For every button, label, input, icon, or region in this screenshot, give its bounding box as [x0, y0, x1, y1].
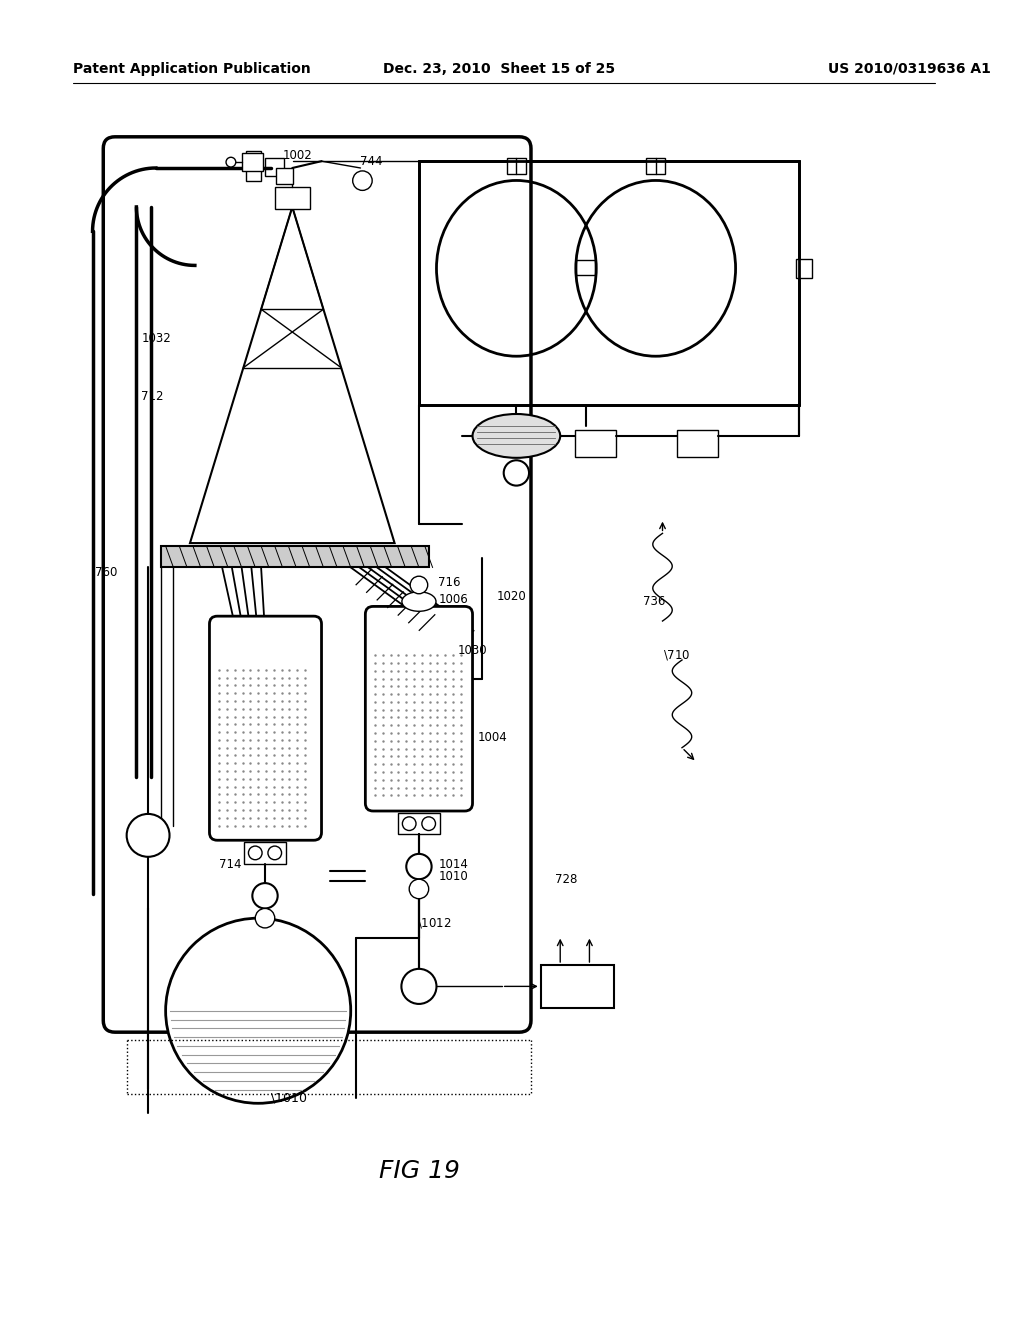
Bar — [646, 158, 666, 174]
Bar — [244, 842, 287, 863]
Text: Patent Application Publication: Patent Application Publication — [73, 62, 311, 75]
Circle shape — [402, 817, 416, 830]
Bar — [265, 158, 285, 176]
Bar — [246, 152, 261, 181]
Text: 1014: 1014 — [438, 858, 468, 871]
Bar — [575, 260, 595, 275]
Text: 714: 714 — [219, 858, 242, 871]
Ellipse shape — [472, 414, 560, 458]
Text: US 2010/0319636 A1: US 2010/0319636 A1 — [828, 62, 991, 75]
Text: 736: 736 — [643, 595, 666, 609]
Circle shape — [410, 879, 429, 899]
FancyBboxPatch shape — [210, 616, 322, 841]
Circle shape — [352, 170, 372, 190]
Text: 1002: 1002 — [283, 149, 312, 162]
Circle shape — [127, 814, 170, 857]
Circle shape — [252, 883, 278, 908]
Text: 1006: 1006 — [438, 593, 468, 606]
Bar — [796, 259, 812, 279]
Bar — [677, 430, 718, 457]
Bar — [242, 153, 263, 170]
Text: 716: 716 — [438, 576, 461, 589]
Bar — [419, 161, 799, 405]
Text: 1030: 1030 — [458, 644, 487, 657]
Text: 744: 744 — [360, 154, 383, 168]
Text: FIG 19: FIG 19 — [379, 1159, 460, 1184]
Text: $\backslash$710: $\backslash$710 — [663, 648, 690, 663]
Text: 1004: 1004 — [477, 731, 507, 744]
FancyBboxPatch shape — [366, 606, 472, 810]
Text: 712: 712 — [141, 391, 164, 404]
Ellipse shape — [401, 591, 436, 611]
Bar — [397, 813, 440, 834]
Text: 728: 728 — [555, 873, 578, 886]
Text: 1020: 1020 — [497, 590, 526, 603]
Circle shape — [411, 577, 428, 594]
Bar — [574, 430, 615, 457]
Circle shape — [407, 854, 431, 879]
Text: $\backslash$1012: $\backslash$1012 — [417, 916, 452, 931]
Circle shape — [504, 461, 529, 486]
Text: 1010: 1010 — [438, 870, 468, 883]
Circle shape — [166, 919, 351, 1104]
Bar — [275, 168, 293, 183]
Bar — [274, 187, 310, 209]
Circle shape — [255, 908, 274, 928]
Text: 1032: 1032 — [141, 333, 171, 345]
Text: $\backslash$1010: $\backslash$1010 — [270, 1092, 307, 1105]
Circle shape — [249, 846, 262, 859]
Circle shape — [226, 157, 236, 168]
Bar — [507, 158, 526, 174]
Bar — [161, 546, 429, 568]
Bar — [541, 965, 613, 1007]
Text: Dec. 23, 2010  Sheet 15 of 25: Dec. 23, 2010 Sheet 15 of 25 — [383, 62, 614, 75]
Circle shape — [268, 846, 282, 859]
Circle shape — [422, 817, 435, 830]
Text: 760: 760 — [94, 566, 117, 578]
Circle shape — [401, 969, 436, 1005]
